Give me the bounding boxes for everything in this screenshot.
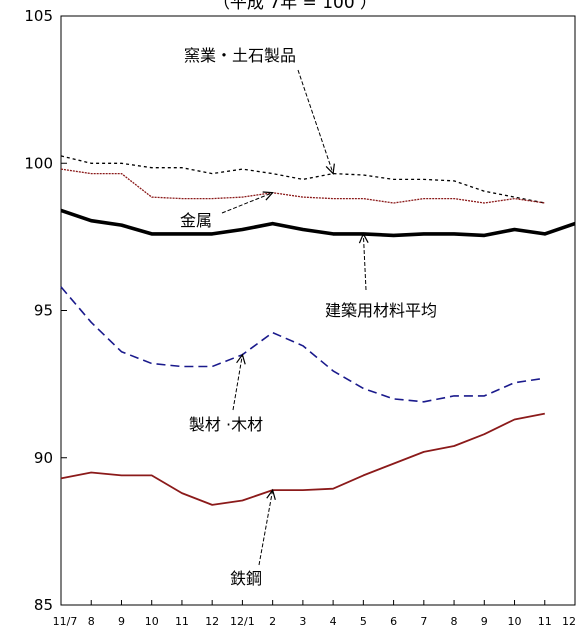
annotation-arrowhead <box>325 163 335 175</box>
series-annotations: 窯業・土石製品 金属 建築用材料平均 製材 ·木材 鉄鋼 <box>180 46 437 588</box>
x-tick-label: 12 <box>562 615 576 628</box>
series-line-2 <box>60 208 576 238</box>
x-tick-label: 10 <box>145 615 159 628</box>
x-tick-label: 11 <box>175 615 189 628</box>
x-tick-label: 5 <box>360 615 367 628</box>
x-tick-label: 11/7 <box>53 615 78 628</box>
series-line-0 <box>60 155 545 204</box>
annotation-arrowhead <box>236 353 246 365</box>
annotation-metal-label: 金属 <box>180 211 212 230</box>
series-line-4 <box>60 412 545 506</box>
annotation-lumber-label: 製材 ·木材 <box>189 415 263 434</box>
x-tick-label: 8 <box>88 615 95 628</box>
plot-frame <box>60 15 576 606</box>
x-tick-label: 10 <box>508 615 522 628</box>
y-tick-label: 90 <box>34 449 53 467</box>
x-tick-label: 7 <box>420 615 427 628</box>
y-axis: 85 90 95 100 105 <box>24 7 67 614</box>
y-tick-label: 105 <box>24 7 53 25</box>
annotation-arrow-line <box>258 490 274 566</box>
y-tick-label: 85 <box>34 596 53 614</box>
chart-title: （平成 7年 = 100 ） <box>213 0 377 13</box>
x-tick-label: 12 <box>205 615 219 628</box>
x-tick-label: 12/1 <box>230 615 255 628</box>
annotation-arrowhead <box>266 488 276 500</box>
y-tick-label: 100 <box>24 154 53 172</box>
series-line-3 <box>60 286 545 403</box>
x-tick-label: 3 <box>299 615 306 628</box>
x-tick-label: 8 <box>451 615 458 628</box>
x-tick-label: 2 <box>269 615 276 628</box>
x-tick-label: 6 <box>390 615 397 628</box>
annotation-arrowhead <box>262 191 274 201</box>
x-tick-label: 11 <box>538 615 552 628</box>
annotation-arrow-line <box>221 192 273 214</box>
annotation-ceramics-label: 窯業・土石製品 <box>184 46 296 65</box>
annotation-average-label: 建築用材料平均 <box>325 301 437 320</box>
annotation-arrowhead <box>358 232 369 244</box>
x-axis: 11/7 8 9 10 11 12 12/1 2 3 4 5 6 7 8 9 10 11 12 <box>53 600 576 628</box>
series-line-1 <box>60 168 545 204</box>
x-tick-label: 4 <box>330 615 337 628</box>
annotation-arrow-line <box>232 354 243 411</box>
y-tick-label: 95 <box>34 302 53 320</box>
series-lines <box>60 155 576 506</box>
annotation-arrow-line <box>297 69 334 174</box>
x-tick-label: 9 <box>481 615 488 628</box>
annotation-arrow-line <box>362 233 367 291</box>
annotation-steel-label: 鉄鋼 <box>230 569 262 588</box>
x-tick-label: 9 <box>118 615 125 628</box>
